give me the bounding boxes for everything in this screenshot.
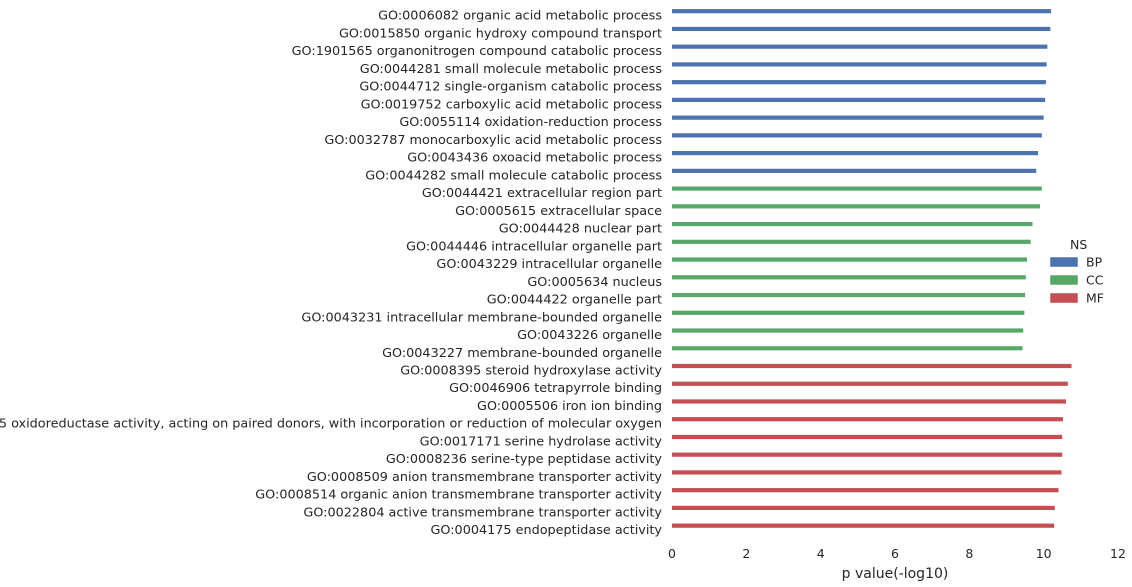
bar-mf: [672, 523, 1055, 528]
bar-mf: [672, 488, 1059, 493]
category-label: GO:0043229 intracellular organelle: [436, 257, 662, 272]
bar-bp: [672, 168, 1037, 173]
category-label: GO:0046906 tetrapyrrole binding: [449, 381, 662, 396]
bar-bp: [672, 151, 1039, 156]
bar-cc: [672, 275, 1026, 280]
category-label: GO:0017171 serine hydrolase activity: [420, 434, 663, 449]
category-label: GO:0044428 nuclear part: [499, 222, 662, 237]
legend: NS BP CC MF: [1049, 237, 1104, 306]
legend-entry-label: CC: [1086, 273, 1104, 288]
bar-bp: [672, 80, 1046, 85]
bar-mf: [672, 399, 1066, 404]
category-label: GO:0032787 monocarboxylic acid metabolic…: [324, 133, 662, 148]
bar-cc: [672, 221, 1033, 227]
category-label: GO:0044712 single-organism catabolic pro…: [359, 80, 662, 95]
x-tick-label: 2: [742, 546, 750, 561]
category-label: GO:0004175 endopeptidase activity: [430, 523, 662, 538]
category-label: GO:0015850 organic hydroxy compound tran…: [339, 26, 662, 41]
x-tick-labels-group: 0 2 4 6 8 10 12: [668, 546, 1126, 561]
category-labels-group: GO:0006082 organic acid metabolic proces…: [0, 9, 662, 538]
x-tick-label: 10: [1036, 546, 1052, 561]
category-label: GO:0022804 active transmembrane transpor…: [303, 505, 662, 520]
bar-bp: [672, 9, 1052, 14]
category-label: GO:0008514 organic anion transmembrane t…: [255, 488, 662, 503]
bar-bp: [672, 133, 1042, 138]
bar-cc: [672, 204, 1040, 209]
bar-mf: [672, 381, 1068, 386]
bar-cc: [672, 328, 1024, 333]
category-label: GO:0044421 extracellular region part: [422, 186, 662, 201]
category-label: GO:0044281 small molecule metabolic proc…: [360, 62, 663, 77]
x-tick-label: 8: [965, 546, 973, 561]
bar-mf: [672, 434, 1063, 440]
bar-bp: [672, 44, 1048, 49]
bar-mf: [672, 417, 1063, 422]
category-label: GO:0043226 organelle: [517, 328, 662, 343]
legend-entry-label: BP: [1086, 255, 1103, 270]
x-tick-label: 0: [668, 546, 676, 561]
category-label: GO:0055114 oxidation-reduction process: [399, 115, 662, 130]
category-label: GO:0005506 iron ion binding: [477, 399, 662, 414]
bar-cc: [672, 239, 1031, 244]
category-label: GO:1901565 organonitrogen compound catab…: [292, 44, 663, 59]
x-tick-label: 12: [1110, 546, 1126, 561]
category-label: GO:0043436 oxoacid metabolic process: [407, 151, 662, 166]
bar-cc: [672, 292, 1026, 298]
category-label: GO:0016705 oxidoreductase activity, acti…: [0, 417, 662, 432]
bar-cc: [672, 186, 1042, 191]
bar-cc: [672, 310, 1025, 315]
category-label: GO:0005615 extracellular space: [455, 204, 662, 219]
category-label: GO:0044282 small molecule catabolic proc…: [365, 168, 662, 183]
category-label: GO:0043231 intracellular membrane-bounde…: [301, 310, 662, 325]
category-label: GO:0008509 anion transmembrane transport…: [307, 470, 663, 485]
category-label: GO:0043227 membrane-bounded organelle: [382, 346, 662, 361]
bar-mf: [672, 470, 1062, 475]
category-label: GO:0008395 steroid hydroxylase activity: [400, 364, 662, 379]
category-label: GO:0008236 serine-type peptidase activit…: [386, 452, 663, 467]
category-label: GO:0044446 intracellular organelle part: [406, 239, 662, 254]
bar-mf: [672, 363, 1072, 369]
bar-bp: [672, 62, 1047, 67]
category-label: GO:0019752 carboxylic acid metabolic pro…: [361, 97, 663, 112]
legend-title: NS: [1070, 237, 1087, 252]
bar-bp: [672, 97, 1046, 102]
legend-entry-label: MF: [1086, 291, 1104, 306]
category-label: GO:0005634 nucleus: [527, 275, 662, 290]
x-axis-label: p value(-log10): [842, 566, 949, 582]
x-tick-label: 4: [817, 546, 825, 561]
bar-mf: [672, 452, 1063, 457]
legend-swatch: [1049, 256, 1079, 268]
bar-mf: [672, 505, 1055, 511]
bars-group: [672, 9, 1072, 528]
bar-bp: [672, 115, 1044, 120]
category-label: GO:0006082 organic acid metabolic proces…: [378, 9, 662, 24]
bar-bp: [672, 26, 1051, 32]
legend-swatch: [1049, 274, 1079, 286]
bar-cc: [672, 257, 1027, 262]
legend-swatch: [1049, 292, 1079, 304]
bar-cc: [672, 346, 1023, 351]
category-label: GO:0044422 organelle part: [487, 293, 662, 308]
x-tick-label: 6: [891, 546, 899, 561]
